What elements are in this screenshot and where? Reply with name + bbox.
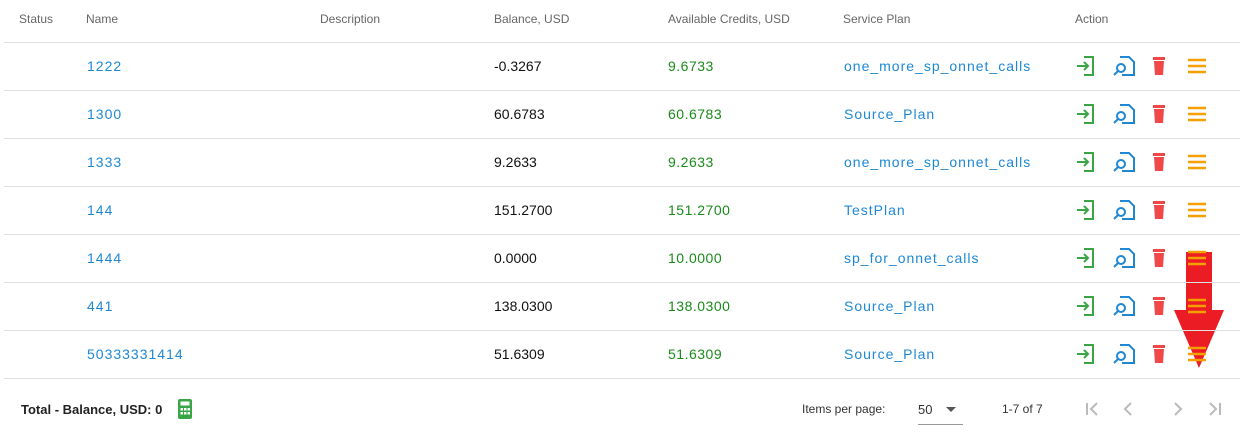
balance: 151.2700 (494, 202, 553, 218)
row-divider (4, 378, 1240, 379)
service-plan[interactable]: one_more_sp_onnet_calls (844, 58, 1032, 74)
inspect-icon[interactable] (1113, 248, 1135, 268)
account-name[interactable]: 441 (87, 298, 114, 314)
pagination-controls[interactable] (1084, 400, 1234, 418)
account-name[interactable]: 50333331414 (87, 346, 184, 362)
row-divider (4, 186, 1240, 187)
column-header: Service Plan (843, 12, 911, 26)
delete-icon[interactable] (1153, 153, 1165, 171)
row-divider (4, 282, 1240, 283)
available-credits: 151.2700 (668, 202, 731, 218)
menu-icon[interactable] (1188, 298, 1206, 314)
page-size-caret[interactable] (944, 404, 958, 414)
account-name[interactable]: 144 (87, 202, 114, 218)
account-name[interactable]: 1300 (87, 106, 123, 122)
service-plan[interactable]: one_more_sp_onnet_calls (844, 154, 1032, 170)
menu-icon[interactable] (1188, 202, 1206, 218)
column-header: Action (1075, 12, 1109, 26)
page-size-select[interactable]: 50 (918, 402, 933, 417)
total-balance: Total - Balance, USD: 0 (21, 402, 163, 417)
inspect-icon[interactable] (1113, 296, 1135, 316)
column-header: Balance, USD (494, 12, 570, 26)
row-divider (4, 90, 1240, 91)
row-divider (4, 138, 1240, 139)
delete-icon[interactable] (1153, 345, 1165, 363)
service-plan[interactable]: Source_Plan (844, 106, 936, 122)
column-header: Available Credits, USD (668, 12, 790, 26)
delete-icon[interactable] (1153, 105, 1165, 123)
delete-icon[interactable] (1153, 57, 1165, 75)
login-icon[interactable] (1077, 296, 1094, 316)
delete-icon[interactable] (1153, 201, 1165, 219)
row-actions[interactable] (1074, 246, 1224, 270)
balance: -0.3267 (494, 58, 542, 74)
row-actions[interactable] (1074, 54, 1224, 78)
account-name[interactable]: 1222 (87, 58, 123, 74)
column-header: Status (19, 12, 54, 26)
menu-icon[interactable] (1188, 250, 1206, 266)
delete-icon[interactable] (1153, 249, 1165, 267)
available-credits: 9.2633 (668, 154, 714, 170)
select-underline (918, 424, 963, 425)
service-plan[interactable]: Source_Plan (844, 346, 936, 362)
menu-icon[interactable] (1188, 154, 1206, 170)
row-divider (4, 234, 1240, 235)
column-header: Description (320, 12, 381, 26)
calculator-icon[interactable] (176, 398, 194, 420)
account-name[interactable]: 1333 (87, 154, 123, 170)
inspect-icon[interactable] (1113, 152, 1135, 172)
row-actions[interactable] (1074, 198, 1224, 222)
balance: 9.2633 (494, 154, 537, 170)
login-icon[interactable] (1077, 200, 1094, 220)
menu-icon[interactable] (1188, 346, 1206, 362)
service-plan[interactable]: Source_Plan (844, 298, 936, 314)
menu-icon[interactable] (1188, 106, 1206, 122)
available-credits: 9.6733 (668, 58, 714, 74)
service-plan[interactable]: TestPlan (844, 202, 906, 218)
inspect-icon[interactable] (1113, 344, 1135, 364)
balance: 138.0300 (494, 298, 553, 314)
row-actions[interactable] (1074, 102, 1224, 126)
header-divider (4, 42, 1240, 43)
available-credits: 60.6783 (668, 106, 723, 122)
inspect-icon[interactable] (1113, 200, 1135, 220)
row-divider (4, 330, 1240, 331)
login-icon[interactable] (1077, 56, 1094, 76)
balance: 60.6783 (494, 106, 545, 122)
row-actions[interactable] (1074, 342, 1224, 366)
balance: 0.0000 (494, 250, 537, 266)
available-credits: 10.0000 (668, 250, 723, 266)
inspect-icon[interactable] (1113, 104, 1135, 124)
login-icon[interactable] (1077, 248, 1094, 268)
column-header: Name (86, 12, 119, 26)
items-per-page-label: Items per page: (802, 402, 886, 416)
row-actions[interactable] (1074, 150, 1224, 174)
service-plan[interactable]: sp_for_onnet_calls (844, 250, 980, 266)
available-credits: 51.6309 (668, 346, 723, 362)
row-actions[interactable] (1074, 294, 1224, 318)
menu-icon[interactable] (1188, 58, 1206, 74)
login-icon[interactable] (1077, 344, 1094, 364)
range-label: 1-7 of 7 (1002, 402, 1043, 416)
balance: 51.6309 (494, 346, 545, 362)
login-icon[interactable] (1077, 104, 1094, 124)
account-name[interactable]: 1444 (87, 250, 123, 266)
login-icon[interactable] (1077, 152, 1094, 172)
inspect-icon[interactable] (1113, 56, 1135, 76)
delete-icon[interactable] (1153, 297, 1165, 315)
available-credits: 138.0300 (668, 298, 731, 314)
